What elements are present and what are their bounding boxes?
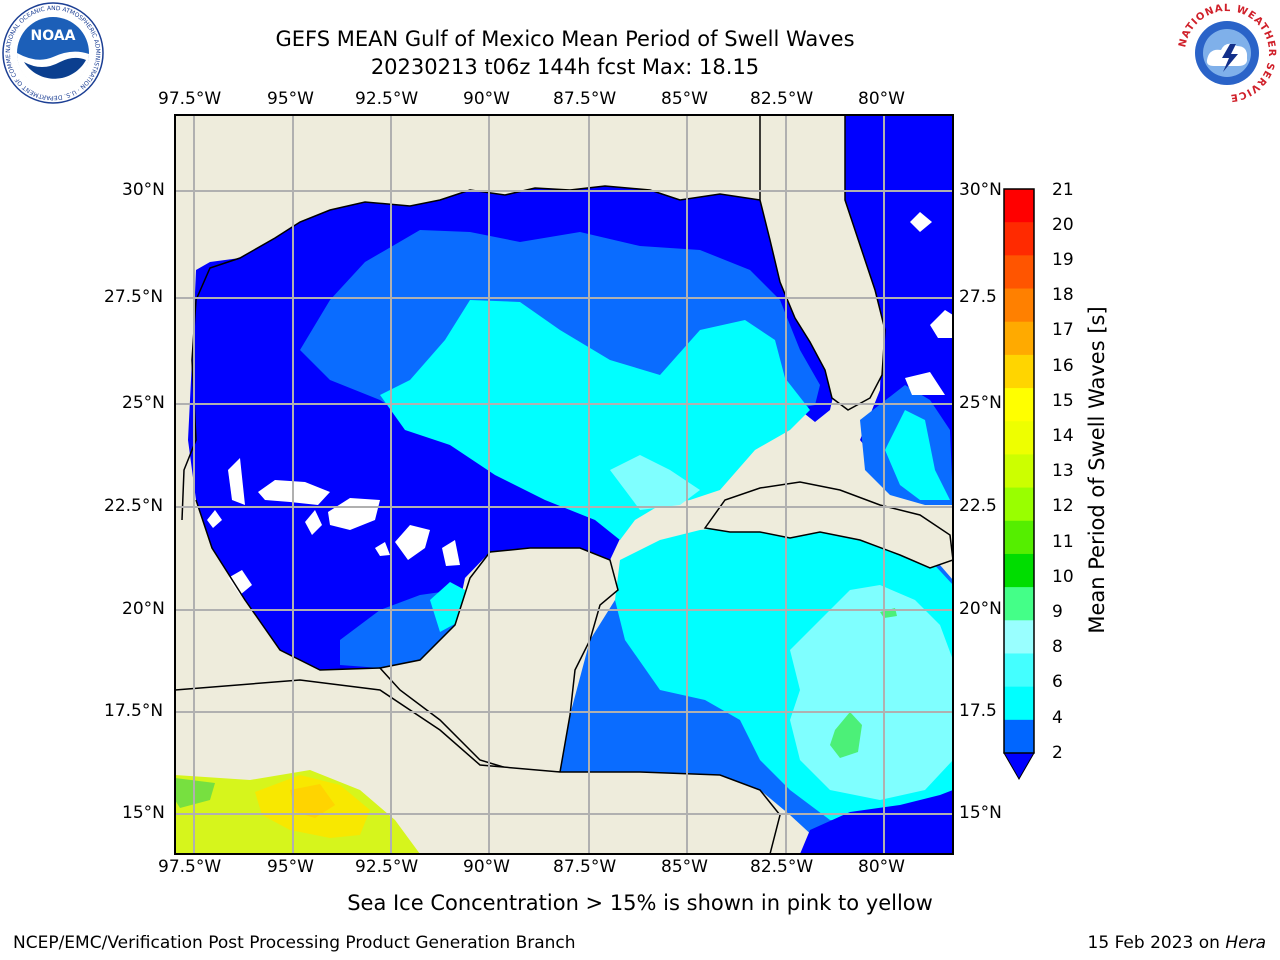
lat-label-left: 17.5°N [104,701,164,721]
colorbar-segment [1004,255,1034,290]
period-8-9-zone-north [610,455,700,510]
colorbar-tick: 16 [1052,356,1074,376]
map-frame [174,114,954,855]
colorbar-tick: 17 [1052,320,1074,340]
lat-label-left: 27.5°N [104,287,164,307]
map-gridlines [175,115,953,854]
chart-subtitle: 20230213 t06z 144h fcst Max: 18.15 [370,55,760,79]
lat-label-right: 22.5 [959,496,997,516]
colorbar-segment [1004,321,1034,356]
lat-label-left: 20°N [122,599,165,619]
colorbar-tick: 15 [1052,391,1074,411]
colorbar-tick: 19 [1052,250,1074,270]
noaa-logo: NATIONAL OCEANIC AND ATMOSPHERIC ADMINIS… [0,0,104,104]
period-6-8-zone-east [885,410,950,500]
colorbar-segment [1004,520,1034,555]
lon-label-top: 92.5°W [355,89,419,109]
colorbar-segment [1004,421,1034,455]
footer-date-text: 15 Feb 2023 on [1087,933,1226,953]
lon-label-bottom: 80°W [858,857,905,877]
lon-label-top: 80°W [858,89,905,109]
colorbar-segment [1004,388,1034,422]
lon-label-bottom: 82.5°W [750,857,814,877]
lon-label-bottom: 85°W [661,857,708,877]
colorbar-segment [1004,288,1034,323]
colorbar-tick: 12 [1052,496,1074,516]
lat-label-right: 30°N [959,180,1002,200]
lat-label-left: 15°N [122,803,165,823]
colorbar-frame [1003,188,1035,754]
colorbar-tick: 6 [1052,672,1063,692]
colorbar-segment [1004,222,1034,256]
lat-label-right: 20°N [959,599,1002,619]
lon-label-top: 85°W [661,89,708,109]
lat-label-right: 25°N [959,393,1002,413]
sea-ice-caption: Sea Ice Concentration > 15% is shown in … [347,891,933,915]
lon-label-top: 95°W [267,89,314,109]
colorbar-segment [1004,454,1034,489]
period-9-10-spot [830,712,862,758]
colorbar-segment [1004,653,1034,688]
colorbar-segment [1004,553,1034,588]
colorbar-tick: 8 [1052,637,1063,657]
period-6-8-zone [380,300,810,540]
lat-label-left: 30°N [122,180,165,200]
colorbar-segment [1004,189,1034,223]
colorbar-segment [1004,686,1034,721]
colorbar-label: Mean Period of Swell Waves [s] [1085,306,1109,634]
colorbar-tick: 14 [1052,426,1074,446]
colorbar-tick: 21 [1052,180,1074,200]
colorbar-tick: 2 [1052,743,1063,763]
colorbar-segment [1004,719,1034,754]
colorbar-tick: 18 [1052,285,1074,305]
colorbar-tick: 9 [1052,602,1063,622]
period-8-9-zone [790,585,953,800]
lon-label-bottom: 90°W [463,857,510,877]
colorbar-extend-arrow [1003,752,1035,781]
lat-label-right: 15°N [959,803,1002,823]
colorbar-segment [1004,620,1034,654]
footer-host: Hera [1225,933,1266,953]
footer-credit: NCEP/EMC/Verification Post Processing Pr… [13,933,576,953]
colorbar-segment [1004,587,1034,621]
florida-landmass [759,115,886,411]
colorbar-segment [1004,354,1034,389]
caribbean-deep-patch [800,790,953,854]
footer-date: 15 Feb 2023 on Hera [1088,933,1266,953]
colorbar-tick: 10 [1052,567,1074,587]
lat-label-left: 25°N [122,393,165,413]
colorbar [1003,188,1035,781]
lon-label-bottom: 87.5°W [553,857,617,877]
colorbar-segment [1004,487,1034,522]
pacific-ice-center [290,784,335,818]
nws-logo: NATIONAL WEATHER SERVICE [1176,2,1278,104]
colorbar-tick: 20 [1052,215,1074,235]
lon-label-top: 90°W [463,89,510,109]
colorbar-tick: 13 [1052,461,1074,481]
lat-label-left: 22.5°N [104,496,164,516]
chart-title: GEFS MEAN Gulf of Mexico Mean Period of … [275,27,855,51]
mexico-coastline [195,499,381,671]
colorbar-tick: 4 [1052,708,1063,728]
lon-label-top: 87.5°W [553,89,617,109]
lon-label-bottom: 95°W [267,857,314,877]
yucatan-landmass [378,547,619,773]
lon-label-bottom: 97.5°W [158,857,222,877]
lat-label-right: 27.5 [959,287,997,307]
lat-label-right: 17.5 [959,701,997,721]
noaa-logo-text: NOAA [31,28,76,44]
lon-label-top: 82.5°W [750,89,814,109]
lon-label-bottom: 92.5°W [355,857,419,877]
colorbar-tick: 11 [1052,532,1074,552]
lon-label-top: 97.5°W [158,89,222,109]
